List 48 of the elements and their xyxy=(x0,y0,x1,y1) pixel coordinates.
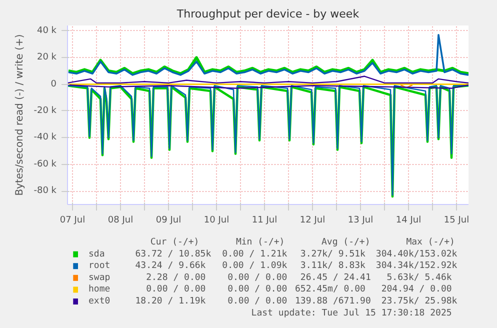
x-tick-label: 13 Jul xyxy=(348,216,374,226)
legend-label: swap xyxy=(88,272,110,283)
text: 2.28 / 0.00 xyxy=(146,272,206,283)
text: 0.00 / 1.09k xyxy=(222,261,288,272)
text: 3.27k/ 9.51k xyxy=(300,249,366,260)
text: 204.94 / 0.00 xyxy=(381,284,452,295)
text: 43.24 / 9.66k xyxy=(135,261,206,272)
x-tick-label: 12 Jul xyxy=(300,216,326,226)
text: Last update: Tue Jul 15 17:30:18 2025 xyxy=(251,308,452,318)
x-tick-label: 07 Jul xyxy=(60,216,86,226)
text: 18.20 / 1.19k xyxy=(135,296,206,306)
text: 63.72 / 10.85k xyxy=(135,249,212,260)
text: 26.45 / 24.41 xyxy=(300,272,371,283)
y-tick-label: 0 xyxy=(50,79,57,90)
text: 0.00 / 0.00 xyxy=(228,272,288,283)
text: 5.63k/ 5.46k xyxy=(386,272,452,283)
text: 652.45m/ 0.00 xyxy=(295,284,366,295)
text: 0.00 / 0.00 xyxy=(146,284,206,295)
legend-label: sda xyxy=(88,249,105,260)
y-tick-label: -60 k xyxy=(34,159,58,170)
y-tick-label: 20 k xyxy=(36,52,58,63)
legend-label: ext0 xyxy=(88,296,110,306)
text: 0.00 / 0.00 xyxy=(228,296,288,306)
text: 304.34k/152.92k xyxy=(376,261,458,272)
y-axis-title: Bytes/second read (-) / write (+) xyxy=(14,34,26,196)
text: 0.00 / 0.00 xyxy=(228,284,288,295)
x-tick-label: 08 Jul xyxy=(108,216,134,226)
x-tick-label: 09 Jul xyxy=(156,216,182,226)
text: 304.40k/153.02k xyxy=(376,249,458,260)
text: Min (-/+) xyxy=(236,238,285,248)
x-tick-label: 15 Jul xyxy=(444,216,470,226)
y-tick-label: -20 k xyxy=(34,106,58,116)
y-tick-label: -80 k xyxy=(34,186,58,196)
text: 3.11k/ 8.83k xyxy=(300,261,366,272)
text: Max (-/+) xyxy=(406,238,455,248)
text: 139.88 /671.90 xyxy=(295,296,371,306)
text: Avg (-/+) xyxy=(321,238,370,248)
text: 23.75k/ 25.98k xyxy=(381,296,458,306)
y-tick-label: -40 k xyxy=(34,132,58,143)
legend-label: root xyxy=(88,261,110,272)
y-tick-label: 40 k xyxy=(36,26,58,36)
chart-title: Throughput per device - by week xyxy=(176,8,360,20)
text: 0.00 / 1.21k xyxy=(222,249,288,260)
x-tick-label: 14 Jul xyxy=(396,216,422,226)
text: Cur (-/+) xyxy=(150,238,200,248)
x-tick-label: 10 Jul xyxy=(204,216,230,226)
legend-label: home xyxy=(88,284,110,295)
x-tick-label: 11 Jul xyxy=(252,216,278,226)
